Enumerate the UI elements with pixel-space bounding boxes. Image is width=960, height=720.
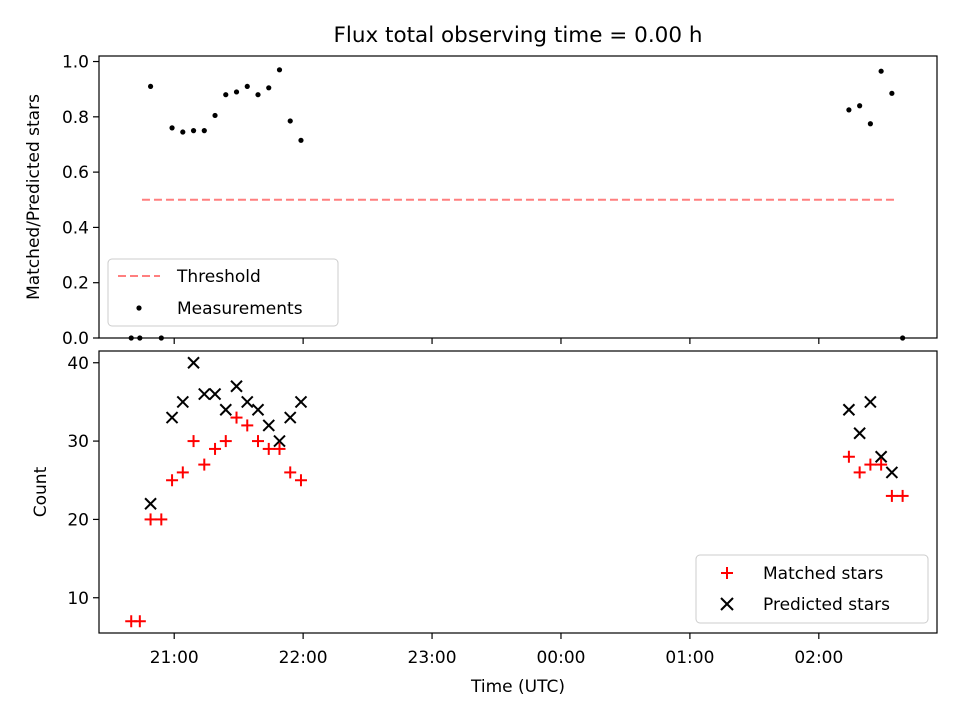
top-y-tick-label: 0.0 bbox=[62, 329, 89, 349]
chart-title: Flux total observing time = 0.00 h bbox=[334, 23, 703, 48]
top-y-tick-label: 0.4 bbox=[62, 218, 89, 238]
predicted-star-point bbox=[842, 403, 856, 416]
x-tick-label: 00:00 bbox=[536, 648, 585, 668]
predicted-star-point bbox=[219, 403, 232, 416]
matched-star-point bbox=[198, 458, 211, 471]
predicted-star-point bbox=[874, 450, 888, 463]
measurement-point bbox=[255, 92, 261, 98]
bottom-legend: Matched stars Predicted stars bbox=[695, 554, 929, 624]
x-tick-label: 01:00 bbox=[665, 648, 714, 668]
predicted-star-point bbox=[853, 427, 866, 440]
matched-star-point bbox=[209, 442, 222, 455]
measurement-point bbox=[846, 107, 852, 113]
predicted-star-point bbox=[230, 380, 243, 393]
predicted-star-point bbox=[273, 434, 286, 448]
bottom-y-tick-label: 40 bbox=[67, 354, 89, 374]
bottom-axes-frame bbox=[98, 350, 938, 634]
matched-star-point bbox=[155, 513, 168, 526]
x-tick-label: 22:00 bbox=[279, 648, 328, 668]
matched-star-point bbox=[284, 466, 297, 479]
predicted-star-point bbox=[144, 497, 157, 510]
legend-threshold-label: Threshold bbox=[176, 267, 261, 287]
top-legend: Threshold Measurements bbox=[107, 258, 339, 327]
predicted-star-point bbox=[176, 395, 190, 409]
measurement-point bbox=[244, 83, 250, 90]
measurement-point bbox=[201, 128, 207, 134]
bottom-y-tick-label: 10 bbox=[67, 589, 89, 609]
matched-star-point bbox=[842, 450, 855, 463]
bottom-y-axis-label: Count bbox=[31, 466, 51, 517]
matched-star-point bbox=[294, 474, 307, 487]
x-tick-label: 23:00 bbox=[408, 648, 457, 668]
measurement-point bbox=[857, 103, 863, 109]
predicted-star-point bbox=[165, 411, 179, 424]
predicted-star-point bbox=[241, 395, 254, 409]
predicted-star-point bbox=[251, 403, 265, 416]
measurement-point bbox=[867, 121, 873, 127]
legend-predicted-marker bbox=[720, 597, 734, 611]
matched-star-point bbox=[252, 435, 265, 448]
measurement-point bbox=[266, 85, 272, 91]
top-y-tick-label: 0.2 bbox=[62, 274, 89, 294]
legend-matched-label: Matched stars bbox=[763, 564, 883, 584]
matched-star-point bbox=[885, 489, 898, 502]
top-y-tick-label: 0.8 bbox=[62, 108, 89, 128]
bottom-panel: 21:00 22:00 23:00 00:00 01:00 02:00 10 20 30 40 C… bbox=[31, 350, 938, 697]
predicted-star-point bbox=[864, 395, 877, 409]
matched-star-point bbox=[187, 435, 200, 448]
x-tick-label: 02:00 bbox=[794, 648, 843, 668]
predicted-star-point bbox=[294, 395, 308, 409]
matched-star-point bbox=[166, 474, 179, 487]
predicted-star-point bbox=[262, 419, 275, 432]
matched-star-point bbox=[219, 435, 232, 448]
x-tick-label: 21:00 bbox=[150, 648, 199, 668]
predicted-star-point bbox=[187, 356, 200, 369]
top-panel: 0.0 0.2 0.4 0.6 0.8 1.0 Matched/Predicted sta… bbox=[24, 53, 938, 349]
legend-measurements-label: Measurements bbox=[177, 299, 303, 319]
top-y-tick-label: 0.6 bbox=[62, 163, 89, 183]
legend-predicted-label: Predicted stars bbox=[763, 595, 890, 615]
matched-star-point bbox=[241, 419, 254, 432]
measurement-point bbox=[169, 125, 175, 131]
top-y-tick-label: 1.0 bbox=[62, 53, 89, 73]
measurement-point bbox=[147, 83, 154, 90]
matched-star-point bbox=[176, 466, 189, 479]
matched-star-point bbox=[273, 442, 286, 455]
matched-star-point bbox=[864, 458, 877, 471]
measurement-point bbox=[212, 112, 218, 119]
matched-star-point bbox=[133, 615, 146, 628]
measurement-point bbox=[878, 68, 884, 74]
matched-star-point bbox=[230, 411, 243, 424]
measurement-point bbox=[180, 129, 186, 135]
top-y-axis-label: Matched/Predicted stars bbox=[24, 94, 44, 300]
measurement-point bbox=[298, 137, 304, 143]
measurement-point bbox=[233, 89, 240, 95]
predicted-star-point bbox=[208, 387, 222, 401]
measurement-point bbox=[223, 92, 229, 98]
bottom-y-tick-label: 30 bbox=[67, 432, 89, 452]
matched-star-point bbox=[875, 458, 888, 471]
predicted-star-point bbox=[284, 411, 297, 424]
matched-star-point bbox=[262, 442, 275, 455]
measurement-point bbox=[276, 67, 283, 73]
matched-star-point bbox=[144, 513, 157, 526]
measurement-point bbox=[190, 128, 197, 134]
matched-star-point bbox=[896, 489, 909, 502]
legend-measurements-marker bbox=[136, 305, 142, 311]
measurement-point bbox=[287, 118, 293, 124]
bottom-y-tick-label: 20 bbox=[67, 510, 89, 530]
x-axis-label: Time (UTC) bbox=[470, 677, 565, 697]
measurement-point bbox=[889, 90, 895, 96]
predicted-star-point bbox=[198, 387, 211, 401]
top-axes-frame bbox=[98, 55, 938, 339]
legend-matched-marker bbox=[721, 567, 733, 579]
predicted-star-point bbox=[885, 466, 899, 479]
matched-star-point bbox=[853, 466, 866, 479]
